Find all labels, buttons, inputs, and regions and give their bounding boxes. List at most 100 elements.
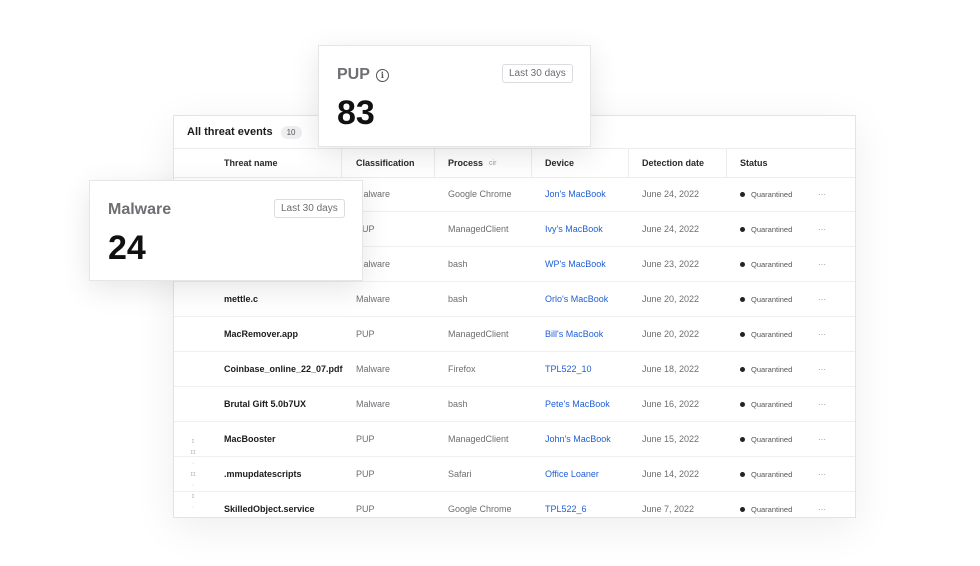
classification: Malware — [356, 189, 391, 199]
col-detection-date[interactable]: Detection date — [628, 149, 704, 177]
status-badge: Quarantined — [740, 247, 792, 281]
device-link[interactable]: Bill's MacBook — [545, 329, 604, 339]
table-row[interactable]: SkilledObject.service PUP Google Chrome TPL… — [174, 492, 855, 517]
row-actions-icon[interactable]: ⋯ — [818, 329, 827, 339]
status-badge: Quarantined — [740, 352, 792, 386]
row-actions-icon[interactable]: ⋯ — [818, 434, 827, 444]
status-dot-icon — [740, 261, 745, 267]
process: bash — [448, 294, 468, 304]
info-icon[interactable]: i — [375, 68, 389, 82]
detection-date: June 16, 2022 — [642, 399, 700, 409]
classification: PUP — [356, 469, 375, 479]
device-link[interactable]: Ivy's MacBook — [545, 224, 603, 234]
panel-header: All threat events 10 — [174, 116, 855, 148]
malware-card-title: Malware — [108, 201, 172, 218]
table-header: Threat name Classification Process cir De… — [174, 148, 855, 178]
events-count-badge: 10 — [280, 125, 302, 139]
table-row[interactable]: mettle.c Malware bash Orlo's MacBook June 20… — [174, 282, 855, 317]
threat-name: Brutal Gift 5.0b7UX — [224, 399, 307, 409]
malware-summary-card: Malware Last 30 days 24 — [89, 180, 363, 281]
table-row[interactable]: Malware Google Chrome Jon's MacBook June 24… — [174, 177, 855, 212]
table-body: Malware Google Chrome Jon's MacBook June 24… — [174, 177, 855, 517]
status-badge: Quarantined — [740, 177, 792, 211]
pup-count-value: 83 — [337, 94, 375, 132]
table-row[interactable]: Malware bash WP's MacBook June 23, 2022 Quar… — [174, 247, 855, 282]
process: bash — [448, 259, 468, 269]
row-actions-icon[interactable]: ⋯ — [818, 189, 827, 199]
malware-count-value: 24 — [108, 229, 146, 267]
table-row[interactable]: PUP ManagedClient Ivy's MacBook June 24, 20… — [174, 212, 855, 247]
device-link[interactable]: TPL522_6 — [545, 504, 587, 514]
table-row[interactable]: .mmupdatescripts PUP Safari Office Loaner Ju… — [174, 457, 855, 492]
row-actions-icon[interactable]: ⋯ — [818, 259, 827, 269]
table-row[interactable]: Brutal Gift 5.0b7UX Malware bash Pete's Mac… — [174, 387, 855, 422]
status-dot-icon — [740, 366, 745, 372]
status-label: Quarantined — [751, 504, 793, 514]
status-badge: Quarantined — [740, 492, 793, 517]
process: Firefox — [448, 364, 476, 374]
status-label: Quarantined — [751, 399, 793, 409]
classification: PUP — [356, 224, 375, 234]
detection-date: June 23, 2022 — [642, 259, 700, 269]
threat-name: SkilledObject.service — [224, 504, 315, 514]
process: ManagedClient — [448, 329, 509, 339]
threat-name: .mmupdatescripts — [224, 469, 302, 479]
threat-name: MacBooster — [224, 434, 276, 444]
status-dot-icon — [740, 296, 745, 302]
pup-summary-card: PUP i Last 30 days 83 — [318, 45, 591, 147]
process: bash — [448, 399, 468, 409]
threat-name: mettle.c — [224, 294, 259, 304]
device-link[interactable]: Orlo's MacBook — [545, 294, 609, 304]
device-link[interactable]: Pete's MacBook — [545, 399, 610, 409]
row-actions-icon[interactable]: ⋯ — [818, 504, 827, 514]
device-link[interactable]: Jon's MacBook — [545, 189, 606, 199]
table-row[interactable]: MacRemover.app PUP ManagedClient Bill's Mac… — [174, 317, 855, 352]
status-dot-icon — [740, 331, 745, 337]
device-link[interactable]: John's MacBook — [545, 434, 611, 444]
table-row[interactable]: MacBooster PUP ManagedClient John's MacBook… — [174, 422, 855, 457]
device-link[interactable]: TPL522_10 — [545, 364, 592, 374]
row-actions-icon[interactable]: ⋯ — [818, 364, 827, 374]
classification: Malware — [356, 399, 391, 409]
process: ManagedClient — [448, 224, 509, 234]
threat-name: MacRemover.app — [224, 329, 299, 339]
process: Google Chrome — [448, 189, 512, 199]
status-dot-icon — [740, 436, 745, 442]
col-device[interactable]: Device — [531, 149, 574, 177]
device-link[interactable]: WP's MacBook — [545, 259, 606, 269]
process: Safari — [448, 469, 472, 479]
process: Google Chrome — [448, 504, 512, 514]
classification: Malware — [356, 364, 391, 374]
classification: Malware — [356, 294, 391, 304]
detection-date: June 18, 2022 — [642, 364, 700, 374]
pup-range-button[interactable]: Last 30 days — [502, 64, 573, 83]
process: ManagedClient — [448, 434, 509, 444]
process-sort-indicator: cir — [489, 159, 497, 167]
panel-title: All threat events — [187, 126, 273, 138]
col-process[interactable]: Process cir — [434, 149, 496, 177]
detection-date: June 7, 2022 — [642, 504, 695, 514]
classification: PUP — [356, 329, 375, 339]
col-status[interactable]: Status — [726, 149, 768, 177]
threat-events-panel: All threat events 10 Threat name Classif… — [173, 115, 856, 518]
device-link[interactable]: Office Loaner — [545, 469, 599, 479]
status-label: Quarantined — [751, 364, 793, 374]
col-threat-name[interactable]: Threat name — [224, 158, 278, 168]
status-label: Quarantined — [751, 329, 793, 339]
row-scroll-markers: ɪ ɪɪ · ɪɪ · ɪ · — [190, 438, 196, 511]
row-actions-icon[interactable]: ⋯ — [818, 399, 827, 409]
col-classification[interactable]: Classification — [341, 149, 415, 177]
malware-range-button[interactable]: Last 30 days — [274, 199, 345, 218]
detection-date: June 20, 2022 — [642, 294, 700, 304]
table-row[interactable]: Coinbase_online_22_07.pdf Malware Firefox T… — [174, 352, 855, 387]
status-badge: Quarantined — [740, 317, 792, 351]
detection-date: June 20, 2022 — [642, 329, 700, 339]
status-badge: Quarantined — [740, 422, 792, 456]
row-actions-icon[interactable]: ⋯ — [818, 294, 827, 304]
status-label: Quarantined — [751, 224, 793, 234]
row-actions-icon[interactable]: ⋯ — [818, 224, 827, 234]
status-badge: Quarantined — [740, 457, 792, 491]
status-dot-icon — [740, 506, 745, 512]
status-label: Quarantined — [751, 434, 793, 444]
row-actions-icon[interactable]: ⋯ — [818, 469, 827, 479]
